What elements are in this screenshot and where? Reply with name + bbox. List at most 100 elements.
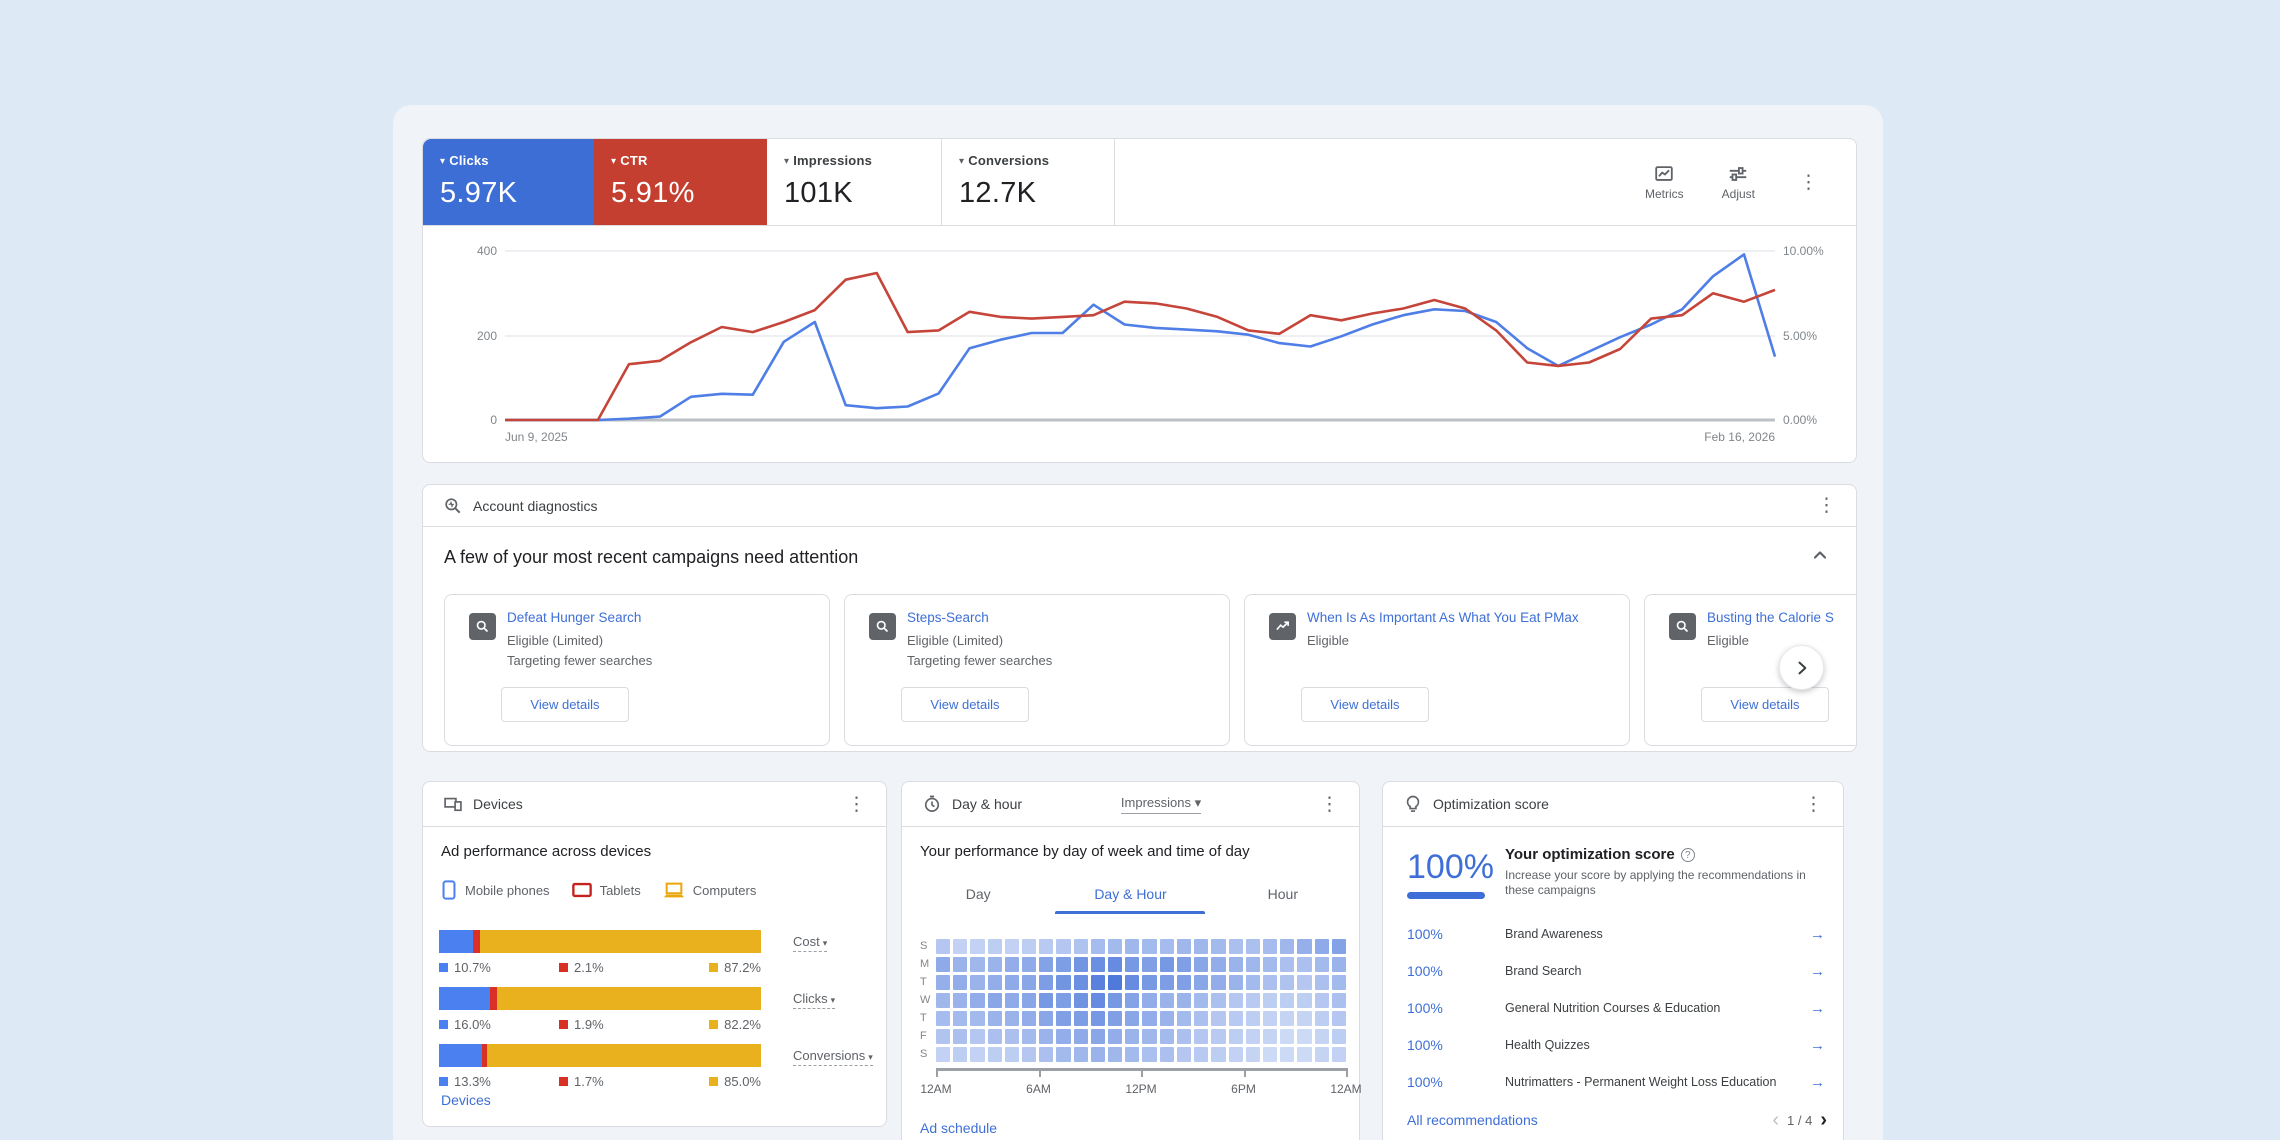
heatmap-cell[interactable] [1108,1047,1123,1062]
chart-kebab-menu[interactable]: ⋮ [1799,171,1818,193]
diagnostics-kebab-menu[interactable]: ⋮ [1817,495,1836,516]
heatmap-cell[interactable] [1228,1047,1243,1062]
heatmap-cell[interactable] [1125,1029,1140,1044]
optimization-kebab-menu[interactable]: ⋮ [1804,793,1823,815]
heatmap-cell[interactable] [936,1047,951,1062]
heatmap-cell[interactable] [987,1029,1002,1044]
carousel-next-button[interactable] [1779,645,1824,690]
heatmap-cell[interactable] [1228,939,1243,954]
heatmap-cell[interactable] [1159,1029,1174,1044]
heatmap-cell[interactable] [987,1011,1002,1026]
arrow-right-icon[interactable]: → [1810,1000,1825,1017]
heatmap-cell[interactable] [1176,1011,1192,1026]
heatmap-cell[interactable] [987,957,1002,972]
heatmap-cell[interactable] [1211,957,1226,972]
heatmap-cell[interactable] [1108,975,1123,990]
heatmap-cell[interactable] [1228,1011,1243,1026]
tab-hour[interactable]: Hour [1267,886,1298,902]
campaign-name-link[interactable]: When Is As Important As What You Eat PMa… [1307,610,1579,625]
heatmap-cell[interactable] [1211,975,1226,990]
heatmap-cell[interactable] [953,957,968,972]
heatmap-cell[interactable] [1194,1011,1209,1026]
heatmap-cell[interactable] [1314,1029,1329,1044]
heatmap-cell[interactable] [1090,1029,1106,1044]
heatmap-cell[interactable] [1194,939,1209,954]
heatmap-cell[interactable] [1194,1029,1209,1044]
heatmap-cell[interactable] [1022,975,1037,990]
all-recommendations-link[interactable]: All recommendations [1407,1112,1538,1128]
heatmap-cell[interactable] [1262,1047,1278,1062]
heatmap-cell[interactable] [970,993,985,1008]
heatmap-cell[interactable] [1125,957,1140,972]
heatmap-cell[interactable] [1280,1011,1295,1026]
heatmap-cell[interactable] [1090,957,1106,972]
heatmap-cell[interactable] [1056,975,1071,990]
heatmap-cell[interactable] [1073,975,1088,990]
heatmap-cell[interactable] [1022,939,1037,954]
heatmap-cell[interactable] [1142,993,1157,1008]
heatmap-cell[interactable] [1090,993,1106,1008]
heatmap-cell[interactable] [1176,1047,1192,1062]
heatmap-cell[interactable] [987,993,1002,1008]
devices-link[interactable]: Devices [441,1092,491,1108]
collapse-section-button[interactable] [1808,543,1832,567]
heatmap-cell[interactable] [1176,975,1192,990]
campaign-name-link[interactable]: Steps-Search [907,610,989,625]
heatmap-cell[interactable] [1297,1011,1312,1026]
heatmap-cell[interactable] [1245,957,1260,972]
heatmap-cell[interactable] [1314,1047,1329,1062]
heatmap-cell[interactable] [1039,957,1054,972]
heatmap-cell[interactable] [1125,939,1140,954]
heatmap-cell[interactable] [1314,939,1329,954]
heatmap-cell[interactable] [936,975,951,990]
conversions-metric-dropdown[interactable]: Conversions ▾ [793,1048,873,1066]
heatmap-cell[interactable] [1090,975,1106,990]
metric-card-conversions[interactable]: ▾ Conversions 12.7K [942,139,1115,225]
heatmap-cell[interactable] [1331,957,1346,972]
heatmap-cell[interactable] [1211,993,1226,1008]
heatmap-cell[interactable] [970,1029,985,1044]
help-icon[interactable]: ? [1680,848,1695,862]
heatmap-cell[interactable] [936,1011,951,1026]
heatmap-cell[interactable] [1125,975,1140,990]
heatmap-cell[interactable] [1176,939,1192,954]
heatmap-cell[interactable] [1039,1047,1054,1062]
recommendation-row[interactable]: 100% Brand Search → [1383,963,1843,993]
heatmap-cell[interactable] [1142,1029,1157,1044]
heatmap-cell[interactable] [1073,939,1088,954]
heatmap-cell[interactable] [1004,939,1020,954]
heatmap-cell[interactable] [1262,1011,1278,1026]
view-details-button[interactable]: View details [501,687,629,722]
heatmap-cell[interactable] [1142,1011,1157,1026]
heatmap-cell[interactable] [1108,939,1123,954]
heatmap-cell[interactable] [953,975,968,990]
heatmap-cell[interactable] [1056,939,1071,954]
heatmap-cell[interactable] [1090,939,1106,954]
heatmap-cell[interactable] [1194,993,1209,1008]
heatmap-cell[interactable] [1056,1047,1071,1062]
heatmap-cell[interactable] [1176,1029,1192,1044]
heatmap-cell[interactable] [1314,993,1329,1008]
heatmap-cell[interactable] [953,993,968,1008]
heatmap-cell[interactable] [1142,1047,1157,1062]
heatmap-cell[interactable] [1022,993,1037,1008]
heatmap-cell[interactable] [1297,993,1312,1008]
heatmap-cell[interactable] [1073,957,1088,972]
recommendation-row[interactable]: 100% General Nutrition Courses & Educati… [1383,1000,1843,1030]
view-details-button[interactable]: View details [1701,687,1829,722]
heatmap-cell[interactable] [1245,975,1260,990]
pager-prev-icon[interactable]: ‹ [1772,1109,1780,1131]
heatmap-cell[interactable] [970,939,985,954]
heatmap-cell[interactable] [1022,957,1037,972]
heatmap-cell[interactable] [1022,1047,1037,1062]
heatmap-cell[interactable] [953,1029,968,1044]
heatmap-cell[interactable] [970,957,985,972]
tab-day[interactable]: Day [965,886,991,902]
metrics-button[interactable]: Metrics [1645,163,1684,201]
heatmap-cell[interactable] [1004,993,1020,1008]
heatmap-cell[interactable] [1314,1011,1329,1026]
heatmap-cell[interactable] [1056,993,1071,1008]
heatmap-cell[interactable] [1297,1047,1312,1062]
heatmap-cell[interactable] [1228,957,1243,972]
heatmap-cell[interactable] [1004,975,1020,990]
